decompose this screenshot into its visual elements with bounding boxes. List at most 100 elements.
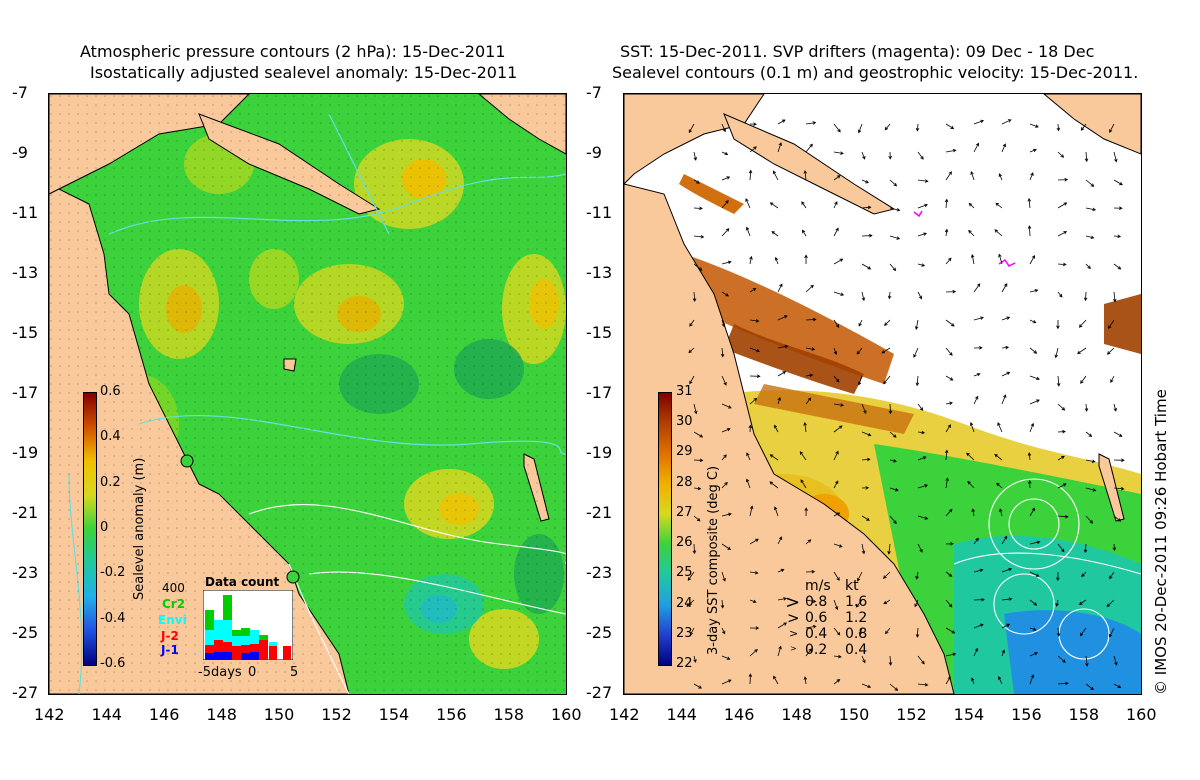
velocity-arrow [858,627,863,636]
velocity-arrow [1057,177,1069,182]
velocity-arrow [1029,652,1039,657]
velocity-arrow [692,291,697,302]
velocity-arrow [833,258,844,265]
velocity-arrow [973,568,984,573]
velocity-arrow [805,373,814,378]
velocity-arrow [971,677,975,685]
velocity-arrow [945,599,953,608]
velocity-arrow [889,263,897,272]
velocity-arrow [858,319,863,327]
velocity-arrow [1057,483,1067,489]
velocity-arrow [1113,151,1118,163]
velocity-arrow [915,123,920,132]
velocity-arrow [1029,288,1039,293]
velocity-arrow [889,515,897,525]
velocity-arrow [693,151,697,161]
velocity-arrow [693,431,704,438]
velocity-arrow [944,449,949,461]
velocity-arrow [833,480,839,489]
longitude-tick-label: 150 [263,705,295,724]
velocity-arrow [917,291,923,300]
velocity-arrow [1029,255,1036,265]
velocity-arrow [777,315,788,321]
velocity-arrow [945,319,955,327]
velocity-arrow [1056,627,1061,637]
velocity-arrow [777,283,783,293]
velocity-arrow [857,375,863,386]
velocity-arrow [1027,452,1032,461]
velocity-arrow [805,599,817,603]
velocity-arrow [917,203,928,209]
velocity-arrow [970,171,975,181]
latitude-tick-label: -17 [12,383,39,402]
velocity-arrow [833,599,839,611]
sealevel-colorbar-tick: 0.6 [100,384,121,399]
velocity-arrow [1001,623,1011,629]
velocity-arrow [746,452,751,461]
station-marker[interactable] [286,570,300,584]
velocity-arrow [1085,263,1091,270]
station-marker[interactable] [180,454,194,468]
velocity-arrow [1109,627,1115,638]
velocity-arrow [1085,431,1093,437]
velocity-arrow [1056,571,1060,582]
latitude-tick-label: -19 [586,443,613,462]
speed-legend-arrow: > [785,592,801,613]
inset-legend-envi: Envi [158,613,187,627]
velocity-arrow [805,624,817,629]
velocity-arrow [915,375,920,387]
velocity-arrow [1081,571,1087,578]
velocity-arrow [1057,543,1065,553]
velocity-arrow [1001,394,1007,405]
velocity-arrow [861,515,870,521]
velocity-arrow [777,119,786,125]
latitude-tick-label: -7 [12,83,28,102]
velocity-arrow [915,627,920,638]
velocity-arrow [686,599,695,607]
velocity-arrow [721,260,732,265]
velocity-arrow [1027,197,1032,209]
velocity-arrow [799,451,807,461]
velocity-arrow [945,424,951,433]
velocity-arrow [1113,206,1123,210]
velocity-arrow [1029,422,1035,433]
velocity-arrow [803,170,808,181]
velocity-arrow [861,151,866,160]
velocity-arrow [721,403,732,409]
velocity-arrow [693,655,697,663]
velocity-arrow [994,229,1003,237]
latitude-tick-label: -13 [12,263,39,282]
velocity-arrow [1106,599,1115,608]
sst-colorbar-tick: 28 [676,474,693,490]
velocity-arrow [693,458,704,463]
velocity-arrow [1113,683,1122,688]
sst-colorbar-tick: 23 [676,625,693,641]
velocity-arrow [803,676,808,685]
velocity-arrow [1083,543,1088,554]
velocity-arrow [689,375,695,385]
sealevel-anomaly-map[interactable] [48,93,567,695]
velocity-arrow [833,347,838,355]
velocity-arrow [945,148,957,153]
latitude-tick-label: -25 [12,623,39,642]
sealevel-colorbar-tick: 0.2 [100,474,121,490]
velocity-arrow [917,403,924,411]
velocity-arrow [721,291,729,297]
velocity-arrow [1056,375,1061,387]
velocity-arrow [721,123,726,133]
velocity-arrow [777,396,781,405]
velocity-arrow [720,347,725,358]
velocity-arrow [1057,514,1069,519]
speed-legend-ms: 0.2 [805,642,828,658]
velocity-arrow [944,198,949,209]
velocity-arrow [748,424,753,433]
velocity-arrow [1106,347,1115,355]
sst-map[interactable] [623,93,1142,695]
velocity-arrow [857,123,863,134]
latitude-tick-label: -25 [586,623,613,642]
velocity-arrow [888,403,893,415]
velocity-arrow [945,508,953,517]
velocity-arrow [749,599,757,604]
latitude-tick-label: -23 [12,563,39,582]
velocity-arrow [777,568,785,573]
